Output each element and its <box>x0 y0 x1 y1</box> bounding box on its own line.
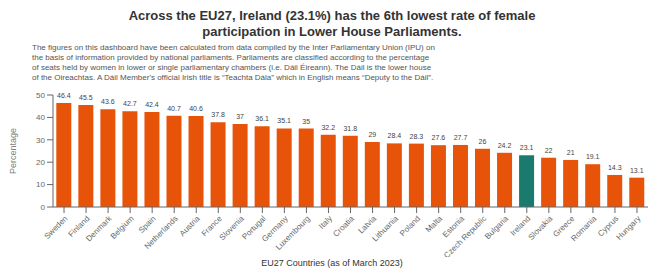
svg-text:Italy: Italy <box>317 214 334 231</box>
svg-text:28.3: 28.3 <box>410 133 424 140</box>
svg-text:42.7: 42.7 <box>123 100 137 107</box>
svg-text:35: 35 <box>302 118 310 125</box>
svg-text:32.2: 32.2 <box>321 124 335 131</box>
svg-text:Finland: Finland <box>66 214 92 239</box>
svg-text:0: 0 <box>41 203 46 212</box>
svg-text:14.3: 14.3 <box>608 164 622 171</box>
svg-text:Slovakia: Slovakia <box>527 214 555 242</box>
svg-text:21: 21 <box>567 149 575 156</box>
svg-text:Ireland: Ireland <box>508 214 533 238</box>
svg-text:23.1: 23.1 <box>520 144 534 151</box>
html-text:EU27 Countries (as of March 20: EU27 Countries (as of March 2023) <box>261 258 403 268</box>
svg-text:43.6: 43.6 <box>101 98 115 105</box>
svg-text:Malta: Malta <box>423 214 445 235</box>
svg-text:Cyprus: Cyprus <box>596 214 621 239</box>
svg-text:France: France <box>199 214 224 238</box>
svg-text:24.2: 24.2 <box>498 142 512 149</box>
svg-text:Greece: Greece <box>551 214 577 239</box>
svg-text:35.1: 35.1 <box>277 117 291 124</box>
svg-text:Bulgaria: Bulgaria <box>483 214 511 242</box>
svg-text:Luxembourg: Luxembourg <box>274 214 312 252</box>
svg-text:29: 29 <box>368 131 376 138</box>
svg-text:42.4: 42.4 <box>145 101 159 108</box>
svg-text:50: 50 <box>36 91 45 100</box>
html-text:The figures on this dashboard: The figures on this dashboard have been … <box>32 43 435 82</box>
svg-text:Czech Republic: Czech Republic <box>442 214 488 257</box>
svg-text:Poland: Poland <box>398 214 422 238</box>
svg-text:22: 22 <box>545 147 553 154</box>
svg-text:Estonia: Estonia <box>440 214 467 240</box>
svg-text:20: 20 <box>36 158 45 167</box>
svg-text:Lithuania: Lithuania <box>371 214 401 244</box>
svg-text:19.1: 19.1 <box>586 153 600 160</box>
svg-text:Sweden: Sweden <box>43 214 70 241</box>
svg-text:46.4: 46.4 <box>57 92 71 99</box>
svg-text:37.8: 37.8 <box>211 111 225 118</box>
svg-text:37: 37 <box>236 113 244 120</box>
svg-text:27.7: 27.7 <box>454 134 468 141</box>
svg-text:Denmark: Denmark <box>84 213 114 243</box>
svg-text:Belgium: Belgium <box>109 214 136 241</box>
svg-text:27.6: 27.6 <box>432 134 446 141</box>
svg-text:Percentage: Percentage <box>8 128 18 174</box>
svg-text:10: 10 <box>36 180 45 189</box>
html-text:Across the EU27, Ireland (23.1: Across the EU27, Ireland (23.1%) has the… <box>128 8 536 39</box>
svg-text:40.6: 40.6 <box>189 105 203 112</box>
svg-text:Croatia: Croatia <box>331 214 356 239</box>
svg-text:26: 26 <box>479 138 487 145</box>
svg-text:Germany: Germany <box>260 214 290 244</box>
svg-text:Austria: Austria <box>178 214 202 238</box>
svg-text:31.8: 31.8 <box>343 125 357 132</box>
svg-text:Spain: Spain <box>136 214 158 235</box>
svg-text:28.4: 28.4 <box>388 132 402 139</box>
svg-text:Portugal: Portugal <box>240 214 268 242</box>
svg-text:Netherlands: Netherlands <box>143 214 180 251</box>
svg-text:40.7: 40.7 <box>167 105 181 112</box>
svg-text:40: 40 <box>36 113 45 122</box>
svg-text:Hungary: Hungary <box>615 214 643 242</box>
svg-text:Latvia: Latvia <box>356 214 378 236</box>
svg-text:45.5: 45.5 <box>79 94 93 101</box>
svg-text:36.1: 36.1 <box>255 115 269 122</box>
svg-text:30: 30 <box>36 136 45 145</box>
svg-text:Romania: Romania <box>569 214 598 243</box>
svg-text:Slovenia: Slovenia <box>217 214 246 243</box>
svg-text:13.1: 13.1 <box>630 167 644 174</box>
